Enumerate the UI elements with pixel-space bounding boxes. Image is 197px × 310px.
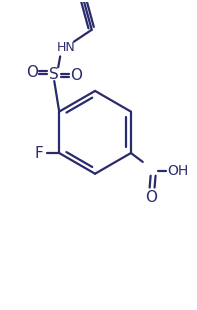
Text: S: S	[49, 67, 59, 82]
Text: OH: OH	[168, 164, 189, 178]
Text: O: O	[70, 68, 82, 83]
Text: HN: HN	[57, 41, 75, 54]
Text: F: F	[34, 145, 43, 161]
Text: O: O	[145, 190, 157, 205]
Text: O: O	[27, 65, 39, 80]
